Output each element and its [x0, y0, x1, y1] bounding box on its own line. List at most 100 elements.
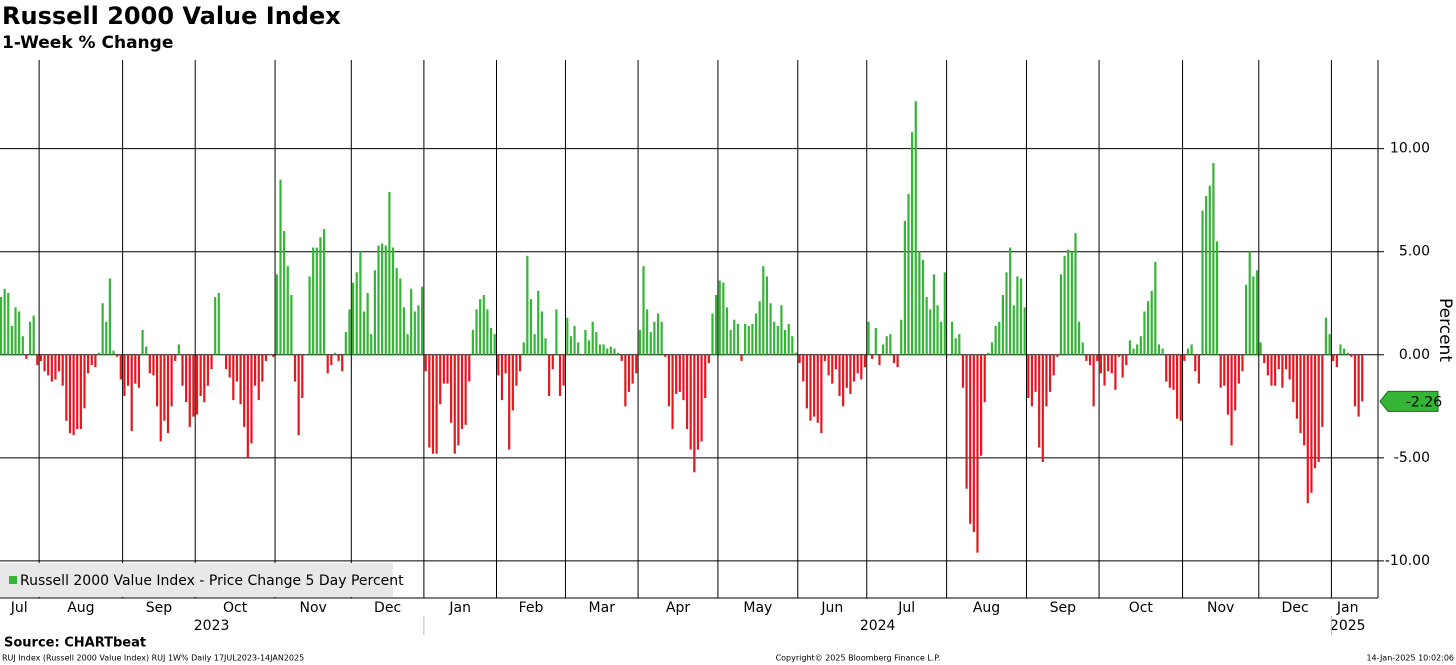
bar — [297, 354, 300, 436]
bar — [1353, 354, 1357, 407]
bar — [203, 354, 206, 403]
bar — [711, 313, 714, 355]
bar — [1056, 354, 1059, 357]
bar — [903, 220, 906, 355]
bar — [900, 319, 903, 355]
bar — [290, 294, 293, 355]
bar — [391, 247, 395, 355]
bar — [860, 354, 863, 380]
bar — [272, 354, 275, 357]
bar — [402, 307, 406, 355]
bar — [50, 354, 53, 382]
source: Source: CHARTbeat — [4, 636, 146, 651]
bar — [1019, 278, 1023, 355]
bar — [787, 323, 790, 355]
footer-center: Copyright© 2025 Bloomberg Finance L.P. — [776, 654, 941, 663]
bar — [1215, 241, 1219, 355]
bar — [816, 354, 819, 423]
bar — [540, 311, 543, 355]
bar — [573, 325, 576, 355]
bar — [243, 354, 246, 427]
bar — [715, 294, 718, 355]
bar — [1085, 354, 1088, 361]
bar — [544, 338, 547, 355]
bar — [1263, 354, 1266, 364]
bar — [1001, 294, 1004, 355]
bar — [871, 354, 874, 359]
bar — [137, 354, 141, 388]
bar — [1128, 340, 1132, 355]
bar — [413, 311, 416, 355]
bar — [275, 274, 278, 355]
bar — [511, 354, 514, 411]
bar — [435, 354, 438, 454]
bar — [1306, 354, 1309, 504]
bar — [257, 354, 260, 401]
y-tick-label: -10.00 — [1385, 553, 1430, 569]
bar — [417, 305, 420, 355]
bar — [1012, 305, 1015, 355]
bar — [174, 354, 177, 361]
bar — [1074, 233, 1077, 355]
bar — [983, 354, 986, 403]
bar — [493, 334, 496, 355]
bar — [1143, 311, 1146, 355]
bar — [486, 309, 489, 355]
bar — [646, 309, 649, 355]
y-tick-label: 10.00 — [1390, 141, 1430, 157]
bar — [1190, 344, 1193, 355]
bar — [460, 354, 464, 429]
bar — [1335, 354, 1338, 368]
bar — [333, 352, 337, 355]
bar — [881, 344, 885, 355]
bar — [177, 344, 180, 355]
bar — [1005, 272, 1008, 355]
bar — [1099, 354, 1102, 374]
bar — [667, 354, 671, 407]
bar — [1114, 354, 1117, 390]
bar — [1052, 354, 1055, 376]
bar — [580, 354, 583, 356]
bar — [79, 354, 82, 429]
bar — [529, 299, 533, 355]
bar — [842, 354, 845, 407]
bar — [1027, 354, 1030, 399]
bar — [682, 354, 685, 401]
bar — [925, 297, 928, 355]
bar — [61, 354, 64, 386]
bar — [362, 311, 366, 355]
bar — [170, 354, 173, 407]
bar — [958, 334, 961, 355]
bar — [308, 276, 311, 355]
bar — [1179, 354, 1182, 421]
bar — [1150, 290, 1153, 355]
bar — [410, 288, 413, 355]
bar — [130, 354, 133, 432]
bar — [1259, 342, 1262, 355]
bar — [246, 354, 249, 458]
bar — [1361, 354, 1364, 402]
bar — [758, 301, 761, 355]
bar — [479, 299, 482, 355]
bar — [210, 354, 213, 370]
bar — [1324, 317, 1328, 355]
bar — [533, 334, 536, 355]
bar — [1205, 196, 1208, 355]
x-tick-label: Sep — [1050, 600, 1077, 616]
x-tick-label: Jul — [897, 600, 915, 616]
bar — [555, 309, 558, 355]
bar — [1067, 249, 1070, 355]
bar — [700, 354, 703, 442]
bar — [1176, 354, 1179, 419]
y-axis-label: Percent — [1435, 298, 1455, 362]
bar — [685, 354, 689, 429]
bar — [627, 354, 631, 392]
bar — [689, 354, 692, 450]
bar — [1274, 354, 1277, 386]
bar — [722, 282, 725, 355]
bar — [1110, 354, 1113, 374]
x-tick-label: Mar — [589, 600, 616, 616]
bar — [911, 132, 914, 355]
bar — [693, 354, 696, 473]
